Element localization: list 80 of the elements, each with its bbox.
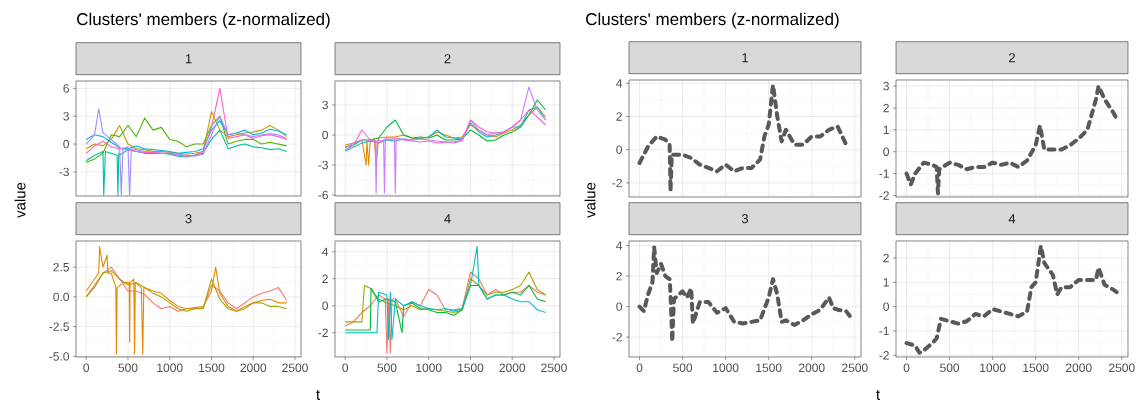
y-tick-label: -2.5 — [49, 322, 69, 331]
x-tick-label: 2000 — [499, 363, 526, 373]
x-tick-label: 500 — [940, 363, 960, 373]
y-tick-label: 1 — [883, 125, 889, 134]
x-tick-label: 500 — [118, 363, 138, 373]
chart-title: Clusters' members (z-normalized) — [77, 12, 330, 29]
y-tick-label: -3 — [59, 167, 69, 177]
x-tick-label: 0 — [903, 363, 910, 373]
x-tick-label: 1000 — [157, 363, 183, 373]
y-tick-label: 0 — [322, 130, 329, 140]
x-tick-label: 1500 — [199, 363, 225, 373]
y-tick-label: 0.0 — [53, 292, 70, 302]
y-tick-label: 2 — [616, 112, 622, 121]
line-series — [85, 87, 288, 157]
x-tick-label: 500 — [673, 363, 693, 373]
x-tick-label: 2000 — [799, 363, 825, 373]
y-tick-label: 4 — [616, 241, 623, 250]
x-tick-label: 0 — [83, 363, 90, 373]
y-tick-label: -1 — [879, 326, 889, 336]
y-tick-label: -2 — [879, 351, 889, 360]
y-tick-label: 4 — [616, 79, 623, 88]
y-tick-label: -6 — [318, 190, 328, 200]
x-tick-label: 1000 — [980, 363, 1006, 373]
y-tick-label: -2 — [879, 191, 889, 200]
x-tick-label: 500 — [377, 363, 397, 373]
x-tick-label: 0 — [342, 363, 349, 373]
x-tick-label: 1000 — [713, 363, 739, 373]
y-tick-label: 1 — [883, 278, 889, 287]
y-tick-label: 0 — [883, 302, 890, 311]
chart-subtitle: 3 — [741, 214, 749, 224]
chart-subtitle: 1 — [185, 54, 192, 64]
x-tick-label: 1500 — [458, 363, 484, 373]
x-tick-label: 2500 — [1109, 363, 1135, 373]
x-tick-label: 1000 — [416, 363, 442, 373]
y-axis-title: value — [584, 182, 596, 218]
x-tick-label: 2500 — [541, 363, 567, 373]
x-tick-label: 2500 — [842, 363, 868, 373]
line-series — [85, 120, 288, 154]
y-tick-label: 2 — [322, 274, 328, 283]
y-tick-label: 2.5 — [53, 262, 69, 272]
y-axis-title: value — [14, 182, 26, 218]
x-tick-label: 1500 — [1023, 363, 1049, 373]
chart-subtitle: 3 — [185, 214, 192, 224]
y-tick-label: 6 — [63, 84, 69, 93]
y-tick-label: 4 — [322, 247, 329, 256]
y-tick-label: 2 — [883, 103, 889, 113]
y-tick-label: 3 — [883, 81, 889, 91]
y-tick-label: -5.0 — [49, 352, 70, 361]
x-tick-label: 2500 — [282, 363, 308, 373]
line-series — [344, 99, 547, 148]
y-tick-label: -2 — [318, 328, 328, 337]
line-series — [344, 271, 547, 354]
x-axis-title: t — [876, 390, 880, 400]
line-series — [637, 245, 852, 344]
y-tick-label: 2 — [616, 271, 622, 281]
chart-subtitle: 4 — [1008, 214, 1016, 224]
chart-subtitle: 2 — [444, 54, 451, 64]
y-tick-label: -2 — [612, 178, 622, 188]
y-tick-label: 3 — [63, 111, 69, 121]
y-tick-label: 0 — [616, 145, 623, 154]
x-tick-label: 0 — [636, 363, 643, 373]
chart-subtitle: 1 — [742, 53, 748, 63]
x-tick-label: 2000 — [1065, 363, 1092, 373]
y-tick-label: 0 — [322, 301, 329, 310]
y-tick-label: -3 — [318, 160, 328, 170]
y-tick-label: -2 — [612, 332, 622, 342]
x-axis-title: t — [316, 390, 320, 400]
line-series — [85, 246, 288, 355]
chart-subtitle: 4 — [444, 214, 451, 224]
line-series — [85, 111, 288, 155]
y-tick-label: 0 — [63, 139, 70, 149]
y-tick-label: 0 — [616, 302, 623, 311]
y-tick-label: 0 — [883, 147, 890, 156]
chart-title: Clusters' members (z-normalized) — [586, 12, 839, 29]
chart-subtitle: 2 — [1009, 53, 1015, 63]
x-tick-label: 2000 — [240, 363, 267, 373]
y-tick-label: -1 — [879, 169, 889, 178]
y-tick-label: 2 — [883, 253, 889, 263]
y-tick-label: 3 — [322, 100, 328, 110]
x-tick-label: 1500 — [756, 363, 782, 373]
